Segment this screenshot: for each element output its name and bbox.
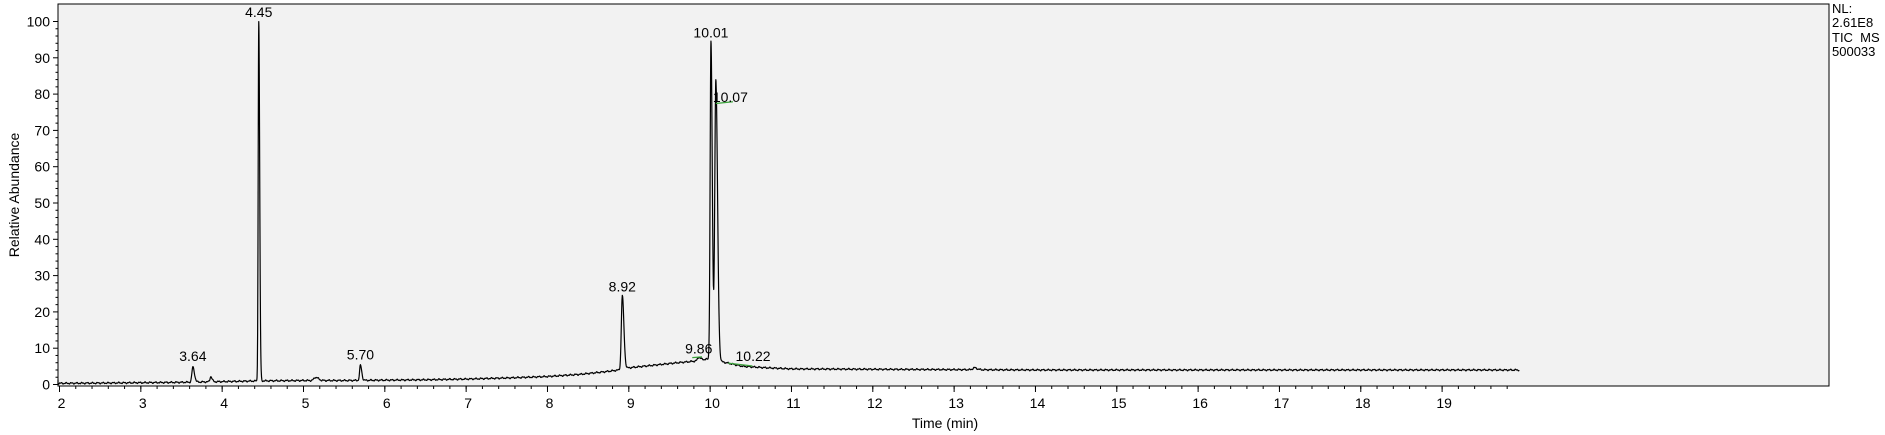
x-tick-label-7: 7: [464, 395, 472, 411]
y-tick-label-100: 100: [27, 14, 51, 30]
peak-label-5.70: 5.70: [347, 346, 374, 362]
info-line-4: 500033: [1832, 44, 1875, 59]
x-tick-label-8: 8: [546, 395, 554, 411]
x-tick-label-5: 5: [302, 395, 310, 411]
y-tick-label-80: 80: [34, 86, 50, 102]
tic-trace: [57, 20, 1520, 385]
integration-marks: [692, 101, 753, 367]
y-tick-label-90: 90: [34, 50, 50, 66]
info-line-1: NL:: [1832, 1, 1852, 16]
axis-ticks: [53, 21, 1508, 392]
x-tick-label-13: 13: [948, 395, 964, 411]
x-tick-label-15: 15: [1111, 395, 1127, 411]
y-tick-label-70: 70: [34, 122, 50, 138]
y-tick-label-60: 60: [34, 159, 50, 175]
x-tick-labels: 2 3 4 5 6 7 8 9 10 11 12 13 14 15 16 17 18 19: [58, 395, 1453, 411]
peak-label-3.64: 3.64: [179, 348, 206, 364]
x-tick-label-3: 3: [139, 395, 147, 411]
y-tick-label-40: 40: [34, 231, 50, 247]
integration-mark-0: [692, 356, 703, 359]
plot-area: [57, 3, 1830, 387]
x-tick-label-9: 9: [627, 395, 635, 411]
peak-label-9.86: 9.86: [685, 340, 712, 356]
peak-labels: 3.64 4.45 5.70 8.92 9.86 10.01 10.07 10.22: [179, 4, 771, 364]
peak-label-8.92: 8.92: [609, 279, 636, 295]
x-tick-label-16: 16: [1192, 395, 1208, 411]
info-line-2: 2.61E8: [1832, 15, 1873, 30]
y-tick-label-0: 0: [42, 377, 50, 393]
x-tick-label-18: 18: [1355, 395, 1371, 411]
x-tick-label-12: 12: [867, 395, 883, 411]
y-tick-label-50: 50: [34, 195, 50, 211]
scan-info: NL: 2.61E8 TIC MS 500033: [1832, 1, 1880, 59]
peak-label-10.22: 10.22: [736, 348, 771, 364]
x-axis-title: Time (min): [912, 415, 978, 431]
x-tick-label-2: 2: [58, 395, 66, 411]
peak-label-10.07: 10.07: [713, 89, 748, 105]
y-axis-title: Relative Abundance: [6, 133, 22, 258]
y-tick-labels: 0 10 20 30 40 50 60 70 80 90 100: [27, 14, 51, 393]
x-tick-label-14: 14: [1030, 395, 1046, 411]
x-tick-label-10: 10: [704, 395, 720, 411]
x-tick-label-6: 6: [383, 395, 391, 411]
y-tick-label-30: 30: [34, 268, 50, 284]
integration-mark-1: [715, 101, 733, 105]
x-tick-label-17: 17: [1274, 395, 1290, 411]
info-line-3: TIC MS: [1832, 30, 1880, 45]
y-tick-label-20: 20: [34, 304, 50, 320]
integration-mark-2: [727, 362, 753, 367]
peak-label-10.01: 10.01: [693, 24, 728, 40]
x-tick-label-19: 19: [1436, 395, 1452, 411]
x-tick-label-4: 4: [220, 395, 228, 411]
x-tick-label-11: 11: [786, 395, 801, 411]
peak-label-4.45: 4.45: [245, 4, 272, 20]
y-tick-label-10: 10: [34, 340, 50, 356]
